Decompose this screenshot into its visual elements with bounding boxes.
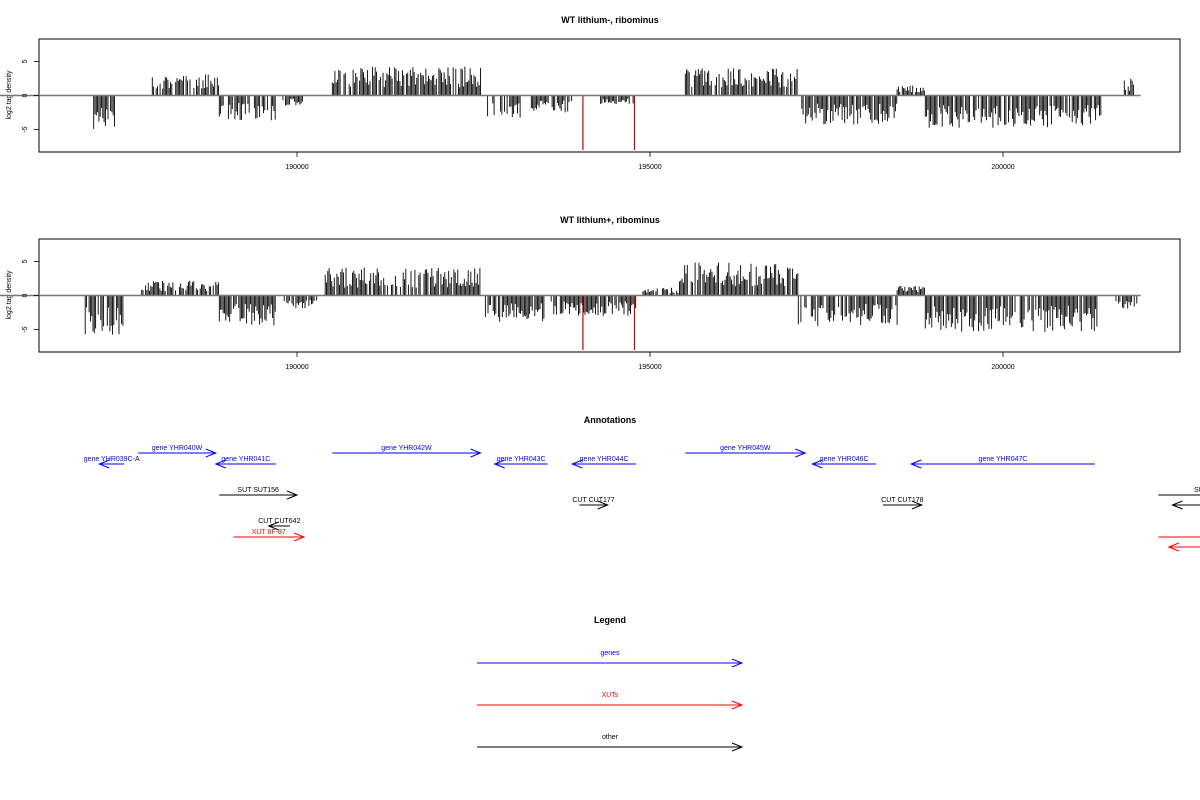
- arrow-head: [911, 500, 924, 510]
- annotation-feature: gene YHR041C: [214, 456, 276, 469]
- arrow-head: [597, 500, 609, 510]
- feature-label: SUT S: [1194, 487, 1200, 494]
- legend-label: other: [602, 734, 619, 741]
- arrow-head: [205, 448, 218, 458]
- arrow-head: [731, 658, 744, 668]
- annotation-feature: gene YHR044C: [570, 456, 636, 469]
- feature-label: gene YHR046C: [820, 456, 869, 463]
- arrow-head: [267, 521, 279, 531]
- annotations-title: Annotations: [584, 415, 637, 425]
- feature-label: gene YHR042W: [381, 445, 432, 452]
- legend-entry: other: [477, 734, 744, 752]
- annotation-feature: SUT SUT156: [219, 487, 299, 500]
- annotation-features: gene YHR039C-A gene YHR040W gene YHR041C ge…: [84, 445, 1200, 552]
- y-tick-label: 0: [22, 93, 29, 97]
- feature-label: CUT CUT178: [881, 497, 923, 504]
- arrow-head: [97, 459, 110, 469]
- y-tick-label: 5: [22, 259, 29, 263]
- feature-label: gene YHR043C: [497, 456, 546, 463]
- x-tick-label: 195000: [638, 364, 661, 371]
- arrow-head: [795, 448, 807, 458]
- track-panel-lithium-minus: WT lithium-, ribominus log2 tag density …: [0, 15, 1181, 171]
- arrow-head: [286, 490, 299, 500]
- y-tick-label: -5: [22, 326, 29, 332]
- annotation-feature: XUT 8F-87: [233, 529, 306, 542]
- arrow-head: [470, 448, 482, 458]
- feature-label: gene YHR044C: [580, 456, 629, 463]
- annotation-feature: gene YHR047C: [909, 456, 1095, 469]
- arrow-head: [1171, 500, 1183, 510]
- feature-label: gene YHR045W: [720, 445, 771, 452]
- legend-entries: genes XUTs other: [477, 650, 744, 752]
- arrow-head: [811, 459, 823, 469]
- legend: Legend genes XUTs other: [477, 615, 744, 752]
- annotation-feature: gene YHR045W: [685, 445, 807, 458]
- annotation-feature: gene YHR040W: [138, 445, 218, 458]
- signal-bars: [0, 262, 1141, 350]
- y-axis-label: log2 tag density: [6, 70, 13, 120]
- x-tick-label: 195000: [638, 164, 661, 171]
- y-tick-label: -5: [22, 126, 29, 132]
- arrow-head: [214, 459, 226, 469]
- legend-entry: XUTs: [477, 692, 744, 710]
- arrow-head: [1167, 542, 1180, 552]
- x-tick-label: 190000: [285, 364, 308, 371]
- y-tick-label: 0: [22, 293, 29, 297]
- arrow-head: [731, 700, 744, 710]
- feature-label: gene YHR041C: [221, 456, 270, 463]
- feature-label: gene YHR039C-A: [84, 456, 140, 463]
- feature-label: XUT 8F-87: [252, 529, 286, 536]
- annotation-feature: [1171, 500, 1200, 510]
- track-panel-lithium-plus: WT lithium+, ribominus log2 tag density …: [0, 215, 1181, 371]
- y-axis-label: log2 tag density: [6, 270, 13, 320]
- arrow-head: [570, 459, 583, 469]
- annotation-feature: gene YHR043C: [493, 456, 548, 469]
- legend-label: XUTs: [602, 692, 619, 699]
- feature-label: CUT CUT177: [572, 497, 614, 504]
- feature-label: SUT SUT156: [237, 487, 279, 494]
- x-tick-label: 190000: [285, 164, 308, 171]
- annotation-feature: gene YHR039C-A: [84, 456, 140, 469]
- legend-entry: genes: [477, 650, 744, 668]
- annotation-feature: SUT S: [1158, 487, 1200, 496]
- signal-bars: [0, 66, 1141, 150]
- x-axis: 190000 195000 200000: [285, 352, 1015, 371]
- y-axis: -5 0 5: [22, 59, 39, 133]
- annotation-feature: CUT CUT177: [572, 497, 615, 510]
- annotation-feature: [1158, 536, 1200, 538]
- y-tick-label: 5: [22, 59, 29, 63]
- x-tick-label: 200000: [991, 164, 1014, 171]
- panel-title: WT lithium+, ribominus: [560, 215, 660, 225]
- arrow-head: [493, 459, 505, 469]
- annotation-feature: CUT CUT178: [881, 497, 924, 510]
- arrow-head: [293, 532, 306, 542]
- arrow-head: [731, 742, 744, 752]
- annotation-feature: CUT CUT642: [258, 518, 301, 531]
- feature-label: CUT CUT642: [258, 518, 300, 525]
- x-axis: 190000 195000 200000: [285, 152, 1015, 171]
- annotation-feature: gene YHR046C: [811, 456, 876, 469]
- annotation-feature: [1167, 542, 1200, 552]
- feature-label: gene YHR040W: [152, 445, 203, 452]
- feature-label: gene YHR047C: [979, 456, 1028, 463]
- annotation-feature: gene YHR042W: [332, 445, 482, 458]
- arrow-head: [909, 459, 922, 469]
- x-tick-label: 200000: [991, 364, 1014, 371]
- legend-title: Legend: [594, 615, 626, 625]
- y-axis: -5 0 5: [22, 259, 39, 333]
- legend-label: genes: [600, 650, 620, 657]
- panel-title: WT lithium-, ribominus: [561, 15, 659, 25]
